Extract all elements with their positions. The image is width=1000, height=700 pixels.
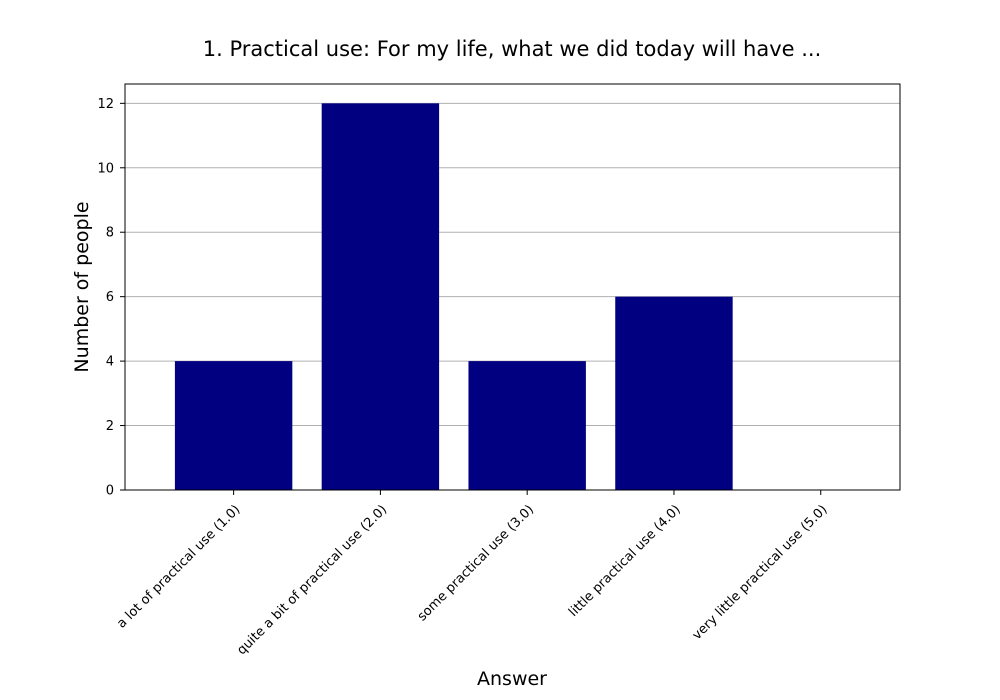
y-tick-label: 4 [106, 355, 114, 370]
y-axis-ticks: 0 2 4 6 8 10 12 [97, 97, 125, 499]
chart-title: 1. Practical use: For my life, what we d… [203, 37, 822, 61]
bar [174, 361, 293, 490]
y-tick-label: 8 [106, 226, 114, 241]
bar [615, 296, 733, 490]
y-axis-label: Number of people [71, 201, 93, 372]
y-tick-label: 2 [106, 419, 114, 434]
y-tick-label: 12 [97, 97, 114, 112]
plot-frame [124, 83, 901, 491]
x-tick-label: a lot of practical use (1.0) [114, 502, 243, 631]
x-tick-label: little practical use (4.0) [566, 502, 684, 620]
y-tick-label: 6 [106, 290, 114, 305]
bar [468, 361, 586, 490]
bar [321, 103, 440, 490]
y-tick-label: 10 [97, 161, 114, 176]
x-tick-label: quite a bit of practical use (2.0) [234, 502, 390, 658]
x-axis-label: Answer [477, 668, 547, 690]
x-axis-ticks: a lot of practical use (1.0)quite a bit … [114, 490, 831, 658]
bars [174, 103, 733, 490]
x-tick-label: some practical use (3.0) [415, 502, 537, 624]
y-tick-label: 0 [106, 484, 114, 499]
x-tick-label: very little practical use (5.0) [690, 502, 831, 643]
